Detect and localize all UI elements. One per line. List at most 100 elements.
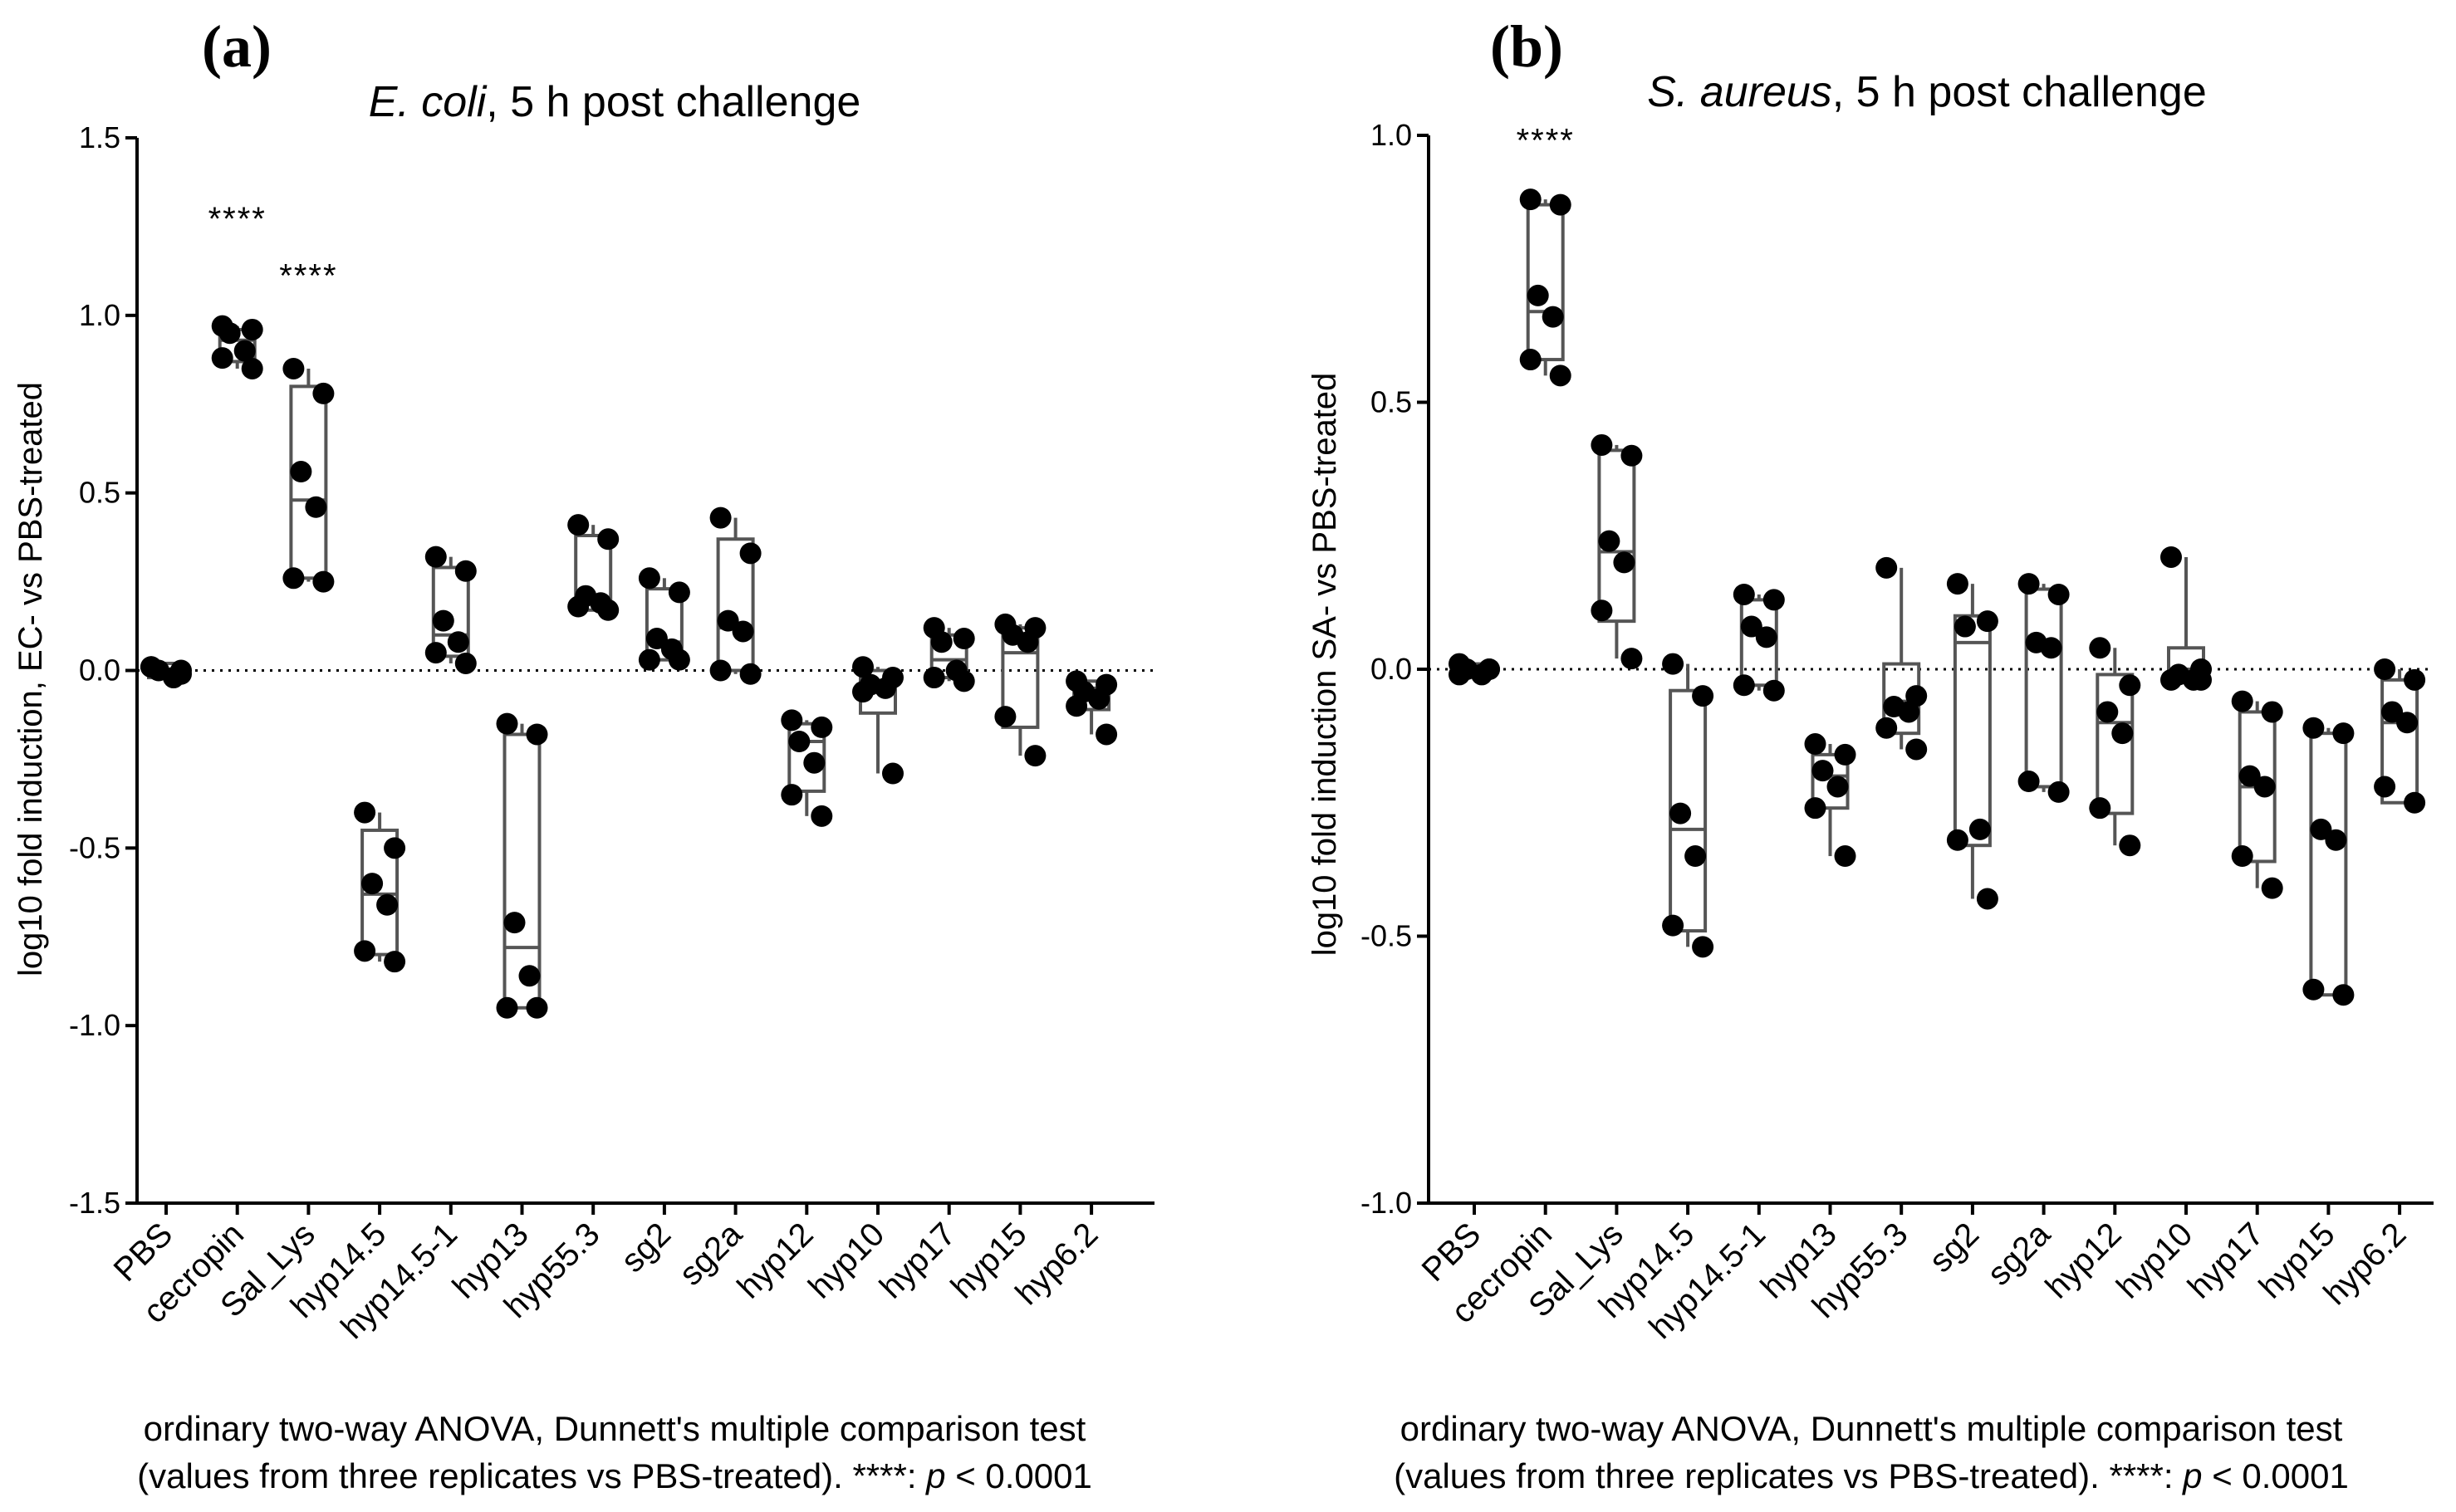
panel-a-group-hyp13	[496, 712, 548, 1019]
panel-b-data-point	[2119, 674, 2141, 697]
panel-b-y-tick-label: 0.5	[1370, 385, 1412, 419]
panel-b-data-point	[2374, 658, 2396, 680]
panel-b-data-point	[1478, 658, 1500, 680]
panel-b-title: S. aureus, 5 h post challenge	[1647, 68, 2207, 116]
panel-b-data-point	[2332, 722, 2355, 745]
panel-a-data-point	[781, 709, 803, 732]
panel-b-data-point	[2017, 771, 2040, 793]
panel-b-data-point	[1905, 685, 1928, 707]
panel-b-data-point	[1669, 802, 1692, 825]
panel-b-data-point	[1449, 663, 1470, 686]
panel-b-data-point	[1662, 914, 1684, 937]
panel-b-box	[1597, 448, 1636, 624]
panel-a-data-point	[852, 656, 874, 678]
panel-a-data-point	[526, 996, 548, 1019]
panel-a-y-axis-label: log10 fold induction, EC- vs PBS-treated	[12, 382, 49, 976]
panel-b-data-point	[1527, 284, 1549, 306]
panel-b-significance-marker: ****	[1517, 122, 1575, 159]
panel-b-data-point	[2017, 573, 2040, 595]
panel-a-label: (a)	[202, 13, 272, 80]
panel-b-data-point	[2119, 834, 2141, 857]
panel-b-footnote-prefix: (values from three replicates vs PBS-tre…	[1394, 1456, 2183, 1495]
panel-b-data-point	[1834, 845, 1856, 868]
panel-a-data-point	[518, 965, 541, 987]
panel-b-data-point	[1898, 701, 1920, 723]
panel-b-data-point	[2160, 668, 2182, 691]
panel-a-group-hyp14-5	[354, 801, 406, 973]
panel-b-data-point	[2310, 818, 2332, 840]
panel-a-data-point	[282, 567, 305, 590]
panel-b-data-point	[2381, 701, 2404, 723]
panel-b-data-point	[1733, 674, 1755, 697]
panel-a-title-organism: E. coli	[369, 78, 488, 126]
panel-b-data-point	[2040, 637, 2062, 659]
panel-a-data-point	[290, 461, 312, 483]
panel-b-box	[2096, 673, 2135, 815]
panel-b-data-point	[2089, 637, 2111, 659]
panel-a-significance-marker: ****	[279, 258, 337, 295]
panel-b-data-point	[1826, 776, 1849, 798]
panel-a-data-point	[140, 656, 162, 678]
panel-a-data-point	[638, 567, 660, 590]
panel-b-data-point	[2325, 829, 2347, 851]
panel-b-data-point	[1804, 733, 1826, 756]
panel-a-data-point	[496, 712, 518, 735]
panel-a-data-point	[312, 570, 335, 593]
panel-b-data-point	[1542, 306, 1564, 328]
panel-b-data-point	[1519, 349, 1542, 371]
panel-a-data-point	[597, 528, 620, 550]
panel-a-data-point	[1096, 723, 1118, 746]
panel-b-data-point	[1620, 648, 1643, 670]
panel-b-data-point	[2231, 690, 2253, 712]
panel-a-data-point	[503, 912, 526, 934]
panel-a-data-point	[384, 837, 406, 859]
panel-b-data-point	[1811, 760, 1834, 782]
panel-a-title-rest: , 5 h post challenge	[486, 78, 860, 126]
panel-b-data-point	[2111, 722, 2134, 745]
panel-b-data-point	[1733, 583, 1755, 605]
panel-b-data-point	[1755, 626, 1777, 648]
panel-b-data-point	[1905, 738, 1928, 761]
panel-b-box	[1526, 203, 1565, 362]
panel-a-data-point	[994, 706, 1017, 728]
panel-a-data-point	[717, 609, 739, 632]
panel-b-data-point	[2238, 765, 2261, 787]
panel-b-y-tick-label: -1.0	[1360, 1186, 1412, 1220]
panel-a-data-point	[361, 873, 384, 895]
panel-b-group-hyp10	[2160, 546, 2212, 691]
panel-b-data-point	[2231, 845, 2253, 868]
panel-b-box	[1811, 752, 1850, 810]
panel-b-data-point	[1875, 556, 1898, 579]
panel-a-y-tick-label: 0.0	[79, 653, 120, 687]
panel-b-data-point	[2302, 717, 2325, 739]
panel-a-data-point	[781, 784, 803, 806]
panel-b-data-point	[1762, 679, 1785, 702]
panel-b-data-point	[2047, 583, 2070, 605]
panel-b-y-axis-label: log10 fold induction SA- vs PBS-treated	[1306, 373, 1343, 957]
panel-b-group-hyp15	[2302, 717, 2355, 1006]
panel-a-group-hyp17	[923, 617, 975, 692]
panel-b-data-point	[1598, 530, 1620, 552]
panel-b-data-point	[1591, 433, 1613, 456]
panel-a-data-point	[447, 631, 469, 653]
panel-b-title-organism: S. aureus	[1647, 68, 1832, 116]
panel-a-box	[360, 828, 400, 957]
panel-b-group-sg2	[1946, 573, 1998, 910]
panel-b-group-hyp14-5	[1662, 653, 1714, 958]
panel-a-data-point	[454, 652, 477, 674]
panel-b-y-tick-label: 1.0	[1370, 118, 1412, 152]
panel-a-data-point	[211, 347, 233, 369]
panel-b-data-point	[1946, 829, 1968, 851]
panel-b-data-point	[2404, 668, 2426, 691]
panel-b-data-point	[1804, 797, 1826, 820]
panel-b-data-point	[1740, 615, 1762, 638]
panel-a-data-point	[709, 659, 732, 682]
panel-a-data-point	[739, 542, 762, 565]
panel-b-box	[2309, 732, 2348, 997]
panel-a-data-point	[1088, 687, 1110, 710]
panel-a-data-point	[233, 340, 256, 362]
panel-a-footnote-suffix: < 0.0001	[946, 1456, 1092, 1495]
panel-a-footnote-line2: (values from three replicates vs PBS-tre…	[137, 1456, 1092, 1495]
panel-b-data-point	[2261, 701, 2283, 723]
panel-a-data-point	[170, 659, 192, 682]
